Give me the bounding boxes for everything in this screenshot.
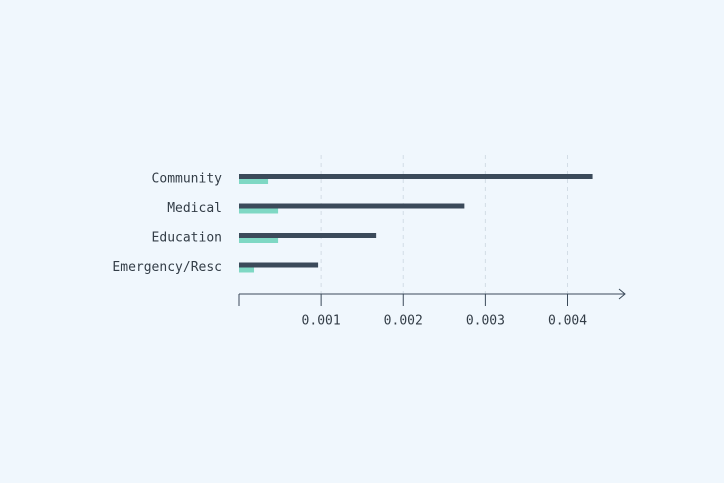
y-tick-label: Education bbox=[152, 231, 222, 246]
y-tick-label: Medical bbox=[167, 201, 222, 216]
bar bbox=[239, 262, 319, 268]
axis-arrow bbox=[618, 288, 626, 300]
bar bbox=[239, 267, 255, 273]
bar bbox=[239, 238, 279, 243]
bar bbox=[239, 174, 593, 179]
x-tick-label: 0.001 bbox=[302, 314, 341, 329]
x-tick-label: 0.002 bbox=[384, 314, 423, 329]
x-tick-label: 0.003 bbox=[466, 314, 505, 329]
bar bbox=[239, 203, 465, 209]
x-tick-label: 0.004 bbox=[548, 314, 587, 329]
y-tick-label: Community bbox=[152, 172, 223, 187]
y-tick-label: Emergency/Resc bbox=[112, 260, 222, 275]
bar bbox=[239, 208, 279, 214]
bar bbox=[239, 233, 377, 238]
bar bbox=[239, 179, 269, 184]
